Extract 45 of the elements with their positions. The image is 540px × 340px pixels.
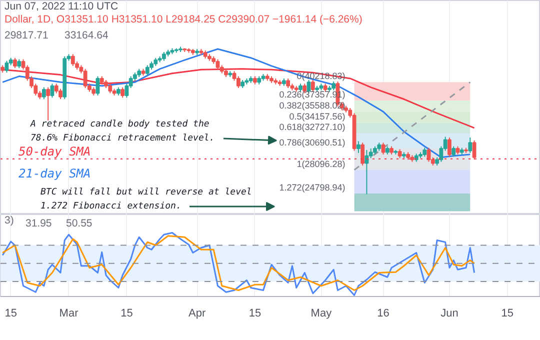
annotation: BTC will fall but will reverse at level 1.272 Fibonacci extension. xyxy=(40,188,252,212)
x-tick-label: 16 xyxy=(377,308,390,320)
text: 21-day SMA xyxy=(18,166,91,180)
candlestick xyxy=(70,54,75,66)
band-label: 0.786(30690.51) xyxy=(279,138,346,148)
candlestick xyxy=(96,76,100,96)
candlestick xyxy=(216,58,220,70)
x-tick-label: Apr xyxy=(188,308,206,320)
x-tick-label: Mar xyxy=(59,308,79,320)
band-label: 1.272(24798.94) xyxy=(279,182,346,193)
text: 33164.64 xyxy=(64,30,108,42)
candlestick xyxy=(472,140,476,160)
candlestick xyxy=(83,68,88,89)
annotation: A retraced candle body tested the 78.6% Fibonacci retracement level. xyxy=(30,120,215,144)
x-tick-label: 15 xyxy=(120,308,133,320)
candlestick xyxy=(50,83,54,98)
candlestick xyxy=(120,86,125,98)
band-label: 0.5(34157.56) xyxy=(289,112,346,122)
candlestick xyxy=(145,64,150,76)
text: 50-day SMA xyxy=(18,144,91,158)
candlestick xyxy=(448,136,452,158)
candlestick xyxy=(46,86,50,122)
band-label: 0.618(32727.10) xyxy=(279,122,346,132)
text: 3) xyxy=(4,214,14,226)
candlestick xyxy=(310,79,315,92)
text: 50.55 xyxy=(66,218,92,230)
band-label: 1(28096.28) xyxy=(296,158,346,169)
candlestick xyxy=(356,140,360,154)
x-tick-label: Jun xyxy=(440,308,458,320)
candlestick xyxy=(452,146,456,158)
candlestick xyxy=(360,142,365,166)
chart-title: Dollar, 1D, O31351.10 H31351.10 L29184.25 C29390.07 −1961.14 (−6.26%) xyxy=(4,14,362,26)
candlestick xyxy=(42,86,46,100)
x-tick-label: 15 xyxy=(4,308,17,320)
candlestick xyxy=(286,78,290,89)
candlestick xyxy=(4,60,9,74)
x-tick-label: May xyxy=(310,308,332,320)
x-tick-label: 15 xyxy=(501,308,514,320)
candlestick xyxy=(13,57,17,69)
candlestick xyxy=(108,83,112,94)
text: 29817.71 xyxy=(4,30,48,42)
x-tick-label: 15 xyxy=(248,308,262,320)
chart-subtitle: Jun 07, 2022 11:10 UTC xyxy=(4,0,119,12)
text: 31.95 xyxy=(26,218,52,230)
candlestick xyxy=(468,136,472,154)
